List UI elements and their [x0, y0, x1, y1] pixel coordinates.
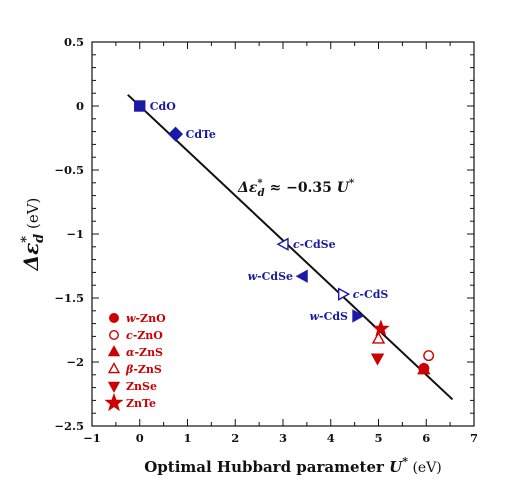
point-label: w-CdS — [310, 310, 348, 323]
point-labels: CdO CdTe c-CdSe w-CdSe c-CdS w-CdS — [150, 100, 389, 323]
y-axis-title: Δε*d (eV) — [19, 198, 47, 272]
point-label: w-CdSe — [248, 270, 293, 283]
x-tick-label: 0 — [136, 431, 144, 445]
x-tick-label: 3 — [279, 431, 287, 445]
y-tick-label: 0 — [76, 99, 84, 113]
x-tick-label: −1 — [83, 431, 101, 445]
legend-marker — [107, 362, 121, 374]
data-points — [134, 100, 435, 375]
legend-label: w-ZnO — [126, 312, 166, 325]
data-point — [134, 100, 146, 112]
y-tick-label: 0.5 — [64, 35, 84, 49]
fit-line — [127, 94, 454, 401]
data-point — [337, 287, 351, 301]
axes: −1 0 1 2 3 4 5 6 7 0.5 0 −0.5 −1 −1.5 −2 −2.5 — [54, 35, 478, 445]
data-point — [371, 331, 386, 344]
y-tick-label: −2 — [66, 355, 84, 369]
legend-label: ZnTe — [126, 397, 156, 410]
x-tick-label: 4 — [327, 431, 335, 445]
legend-label: c-ZnO — [126, 329, 163, 342]
fit-line-layer — [127, 94, 454, 401]
legend-marker — [107, 345, 121, 357]
y-tick-label: −0.5 — [54, 163, 84, 177]
legend-label: ZnSe — [126, 380, 157, 393]
x-tick-label: 6 — [422, 431, 430, 445]
point-label: c-CdS — [353, 288, 389, 301]
legend-marker — [109, 313, 119, 323]
point-label: CdTe — [186, 128, 216, 141]
y-tick-label: −1 — [66, 227, 84, 241]
legend-marker — [104, 392, 124, 412]
data-point — [352, 309, 365, 323]
equation-label: Δε* d ≈ −0.35 U* — [237, 178, 355, 199]
x-tick-label: 2 — [231, 431, 239, 445]
point-label: CdO — [150, 100, 176, 113]
legend-label: β-ZnS — [125, 363, 162, 376]
x-axis-title: Optimal Hubbard parameter U* (eV) — [144, 455, 442, 476]
data-point — [417, 362, 431, 375]
legend-label: α-ZnS — [126, 346, 163, 359]
x-tick-label: 1 — [183, 431, 191, 445]
y-tick-label: −2.5 — [54, 419, 84, 433]
data-point — [370, 353, 385, 366]
x-tick-label: 7 — [470, 431, 478, 445]
legend: w-ZnO c-ZnO α-ZnS β-ZnS ZnSe ZnTe — [104, 312, 166, 412]
data-point — [276, 237, 289, 251]
x-tick-label: 5 — [374, 431, 382, 445]
data-point — [372, 319, 390, 337]
point-label: c-CdSe — [293, 238, 336, 251]
data-point — [423, 350, 435, 362]
data-point — [295, 269, 308, 283]
axis-titles: Δε* d ≈ −0.35 U* Optimal Hubbard parameter… — [19, 178, 442, 476]
legend-marker — [109, 330, 119, 340]
data-point — [168, 126, 184, 142]
y-tick-label: −1.5 — [54, 291, 84, 305]
legend-marker — [107, 381, 121, 393]
